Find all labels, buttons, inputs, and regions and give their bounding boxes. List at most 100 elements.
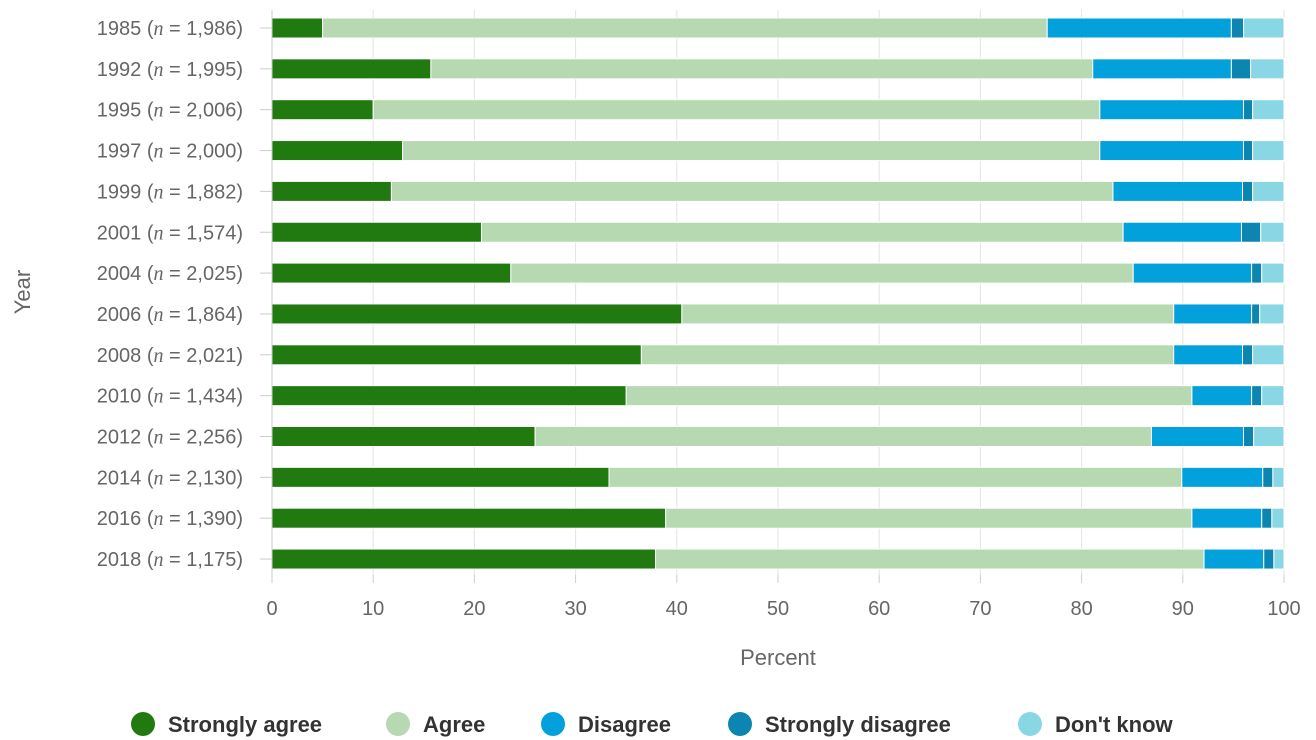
bar-segment	[1240, 221, 1262, 243]
bar-segment	[1191, 385, 1253, 407]
bar-segment	[1046, 17, 1232, 39]
bar-segment	[625, 385, 1193, 407]
x-tick-label: 20	[463, 598, 485, 620]
bar-segment	[271, 303, 683, 325]
bar-segment	[665, 507, 1193, 529]
bar-segment	[390, 180, 1114, 202]
bar-segment	[271, 548, 657, 570]
y-tick-label: 1985 (n = 1,986)	[97, 18, 243, 40]
bar-segment	[271, 262, 512, 284]
y-tick-label: 2016 (n = 1,390)	[97, 508, 243, 530]
bar-segment	[1173, 344, 1244, 366]
bar-segment	[1181, 466, 1264, 488]
bar-segment	[1261, 507, 1273, 529]
bar-segment	[271, 507, 667, 529]
gridlines	[372, 10, 1285, 575]
bar-segment	[271, 58, 432, 80]
bar-segment	[271, 140, 404, 162]
x-tick-label: 90	[1172, 598, 1194, 620]
bar-segment	[1263, 548, 1275, 570]
y-tick-label: 1995 (n = 2,006)	[97, 100, 243, 122]
y-tick-label: 2004 (n = 2,025)	[97, 263, 243, 285]
bar-segment	[322, 17, 1048, 39]
bar-segment	[1203, 548, 1265, 570]
bar-segment	[271, 344, 642, 366]
bar-segment	[1250, 58, 1285, 80]
y-tick-label: 1999 (n = 1,882)	[97, 181, 243, 203]
bar-segment	[681, 303, 1175, 325]
bar-segment	[1230, 17, 1245, 39]
legend-label: Strongly disagree	[765, 712, 951, 737]
bar-segment	[1251, 303, 1261, 325]
x-axis-title: Percent	[740, 645, 816, 670]
y-tick-label: 2014 (n = 2,130)	[97, 467, 243, 489]
legend-marker	[728, 712, 752, 736]
bar-segment	[1132, 262, 1253, 284]
bar-segment	[608, 466, 1183, 488]
bar-segment	[1261, 262, 1285, 284]
bar-segment	[1099, 99, 1245, 121]
bar-segment	[1261, 385, 1285, 407]
legend-label: Disagree	[578, 712, 671, 737]
y-tick-label: 2008 (n = 2,021)	[97, 345, 243, 367]
legend-marker	[386, 712, 410, 736]
bar-segment	[1273, 548, 1285, 570]
legend-marker	[131, 712, 155, 736]
x-tick-label: 10	[362, 598, 384, 620]
bar-segment	[1242, 180, 1254, 202]
x-tick-label: 60	[868, 598, 890, 620]
y-tick-label: 2010 (n = 1,434)	[97, 386, 243, 408]
bar-segment	[1122, 221, 1242, 243]
bar-segment	[510, 262, 1134, 284]
bar-segment	[1252, 344, 1285, 366]
bar-segment	[1251, 262, 1263, 284]
x-tick-label: 0	[266, 598, 277, 620]
bar-segment	[430, 58, 1094, 80]
bar-segment	[1150, 426, 1245, 447]
bar-segment	[1252, 99, 1285, 121]
bar-segment	[1243, 140, 1254, 162]
bar-segment	[271, 466, 610, 488]
bar-segment	[1259, 303, 1285, 325]
x-tick-label: 30	[564, 598, 586, 620]
bar-segment	[1252, 180, 1285, 202]
x-tick-label: 50	[767, 598, 789, 620]
legend-label: Strongly agree	[168, 712, 322, 737]
y-tick-label: 2018 (n = 1,175)	[97, 549, 243, 571]
bar-segment	[372, 99, 1101, 121]
y-tick-label: 1992 (n = 1,995)	[97, 59, 243, 81]
y-tick-label: 1997 (n = 2,000)	[97, 141, 243, 163]
bar-segment	[1243, 99, 1254, 121]
x-tick-label: 100	[1267, 598, 1300, 620]
bar-segment	[1092, 58, 1232, 80]
bars	[271, 17, 1285, 570]
bar-segment	[655, 548, 1205, 570]
bar-segment	[271, 17, 324, 39]
bar-segment	[1271, 507, 1285, 529]
bar-segment	[1243, 17, 1285, 39]
legend-marker	[1018, 712, 1042, 736]
bar-segment	[534, 426, 1152, 447]
bar-segment	[1242, 344, 1254, 366]
bar-segment	[271, 426, 536, 447]
bar-segment	[1173, 303, 1253, 325]
bar-segment	[1253, 426, 1285, 447]
bar-segment	[640, 344, 1175, 366]
legend-label: Don't know	[1055, 712, 1174, 737]
legend: Strongly agree Agree Disagree Strongly disa…	[131, 712, 1174, 737]
bar-segment	[1252, 140, 1285, 162]
bar-segment	[1243, 426, 1255, 447]
x-tick-label: 70	[969, 598, 991, 620]
bar-segment	[1262, 466, 1274, 488]
bar-segment	[271, 221, 482, 243]
bar-segment	[1272, 466, 1285, 488]
legend-marker	[541, 712, 565, 736]
bar-segment	[271, 99, 374, 121]
bar-segment	[1191, 507, 1263, 529]
y-tick-label: 2006 (n = 1,864)	[97, 304, 243, 326]
legend-label: Agree	[423, 712, 485, 737]
bar-segment	[1099, 140, 1245, 162]
y-tick-label: 2012 (n = 2,256)	[97, 427, 243, 449]
